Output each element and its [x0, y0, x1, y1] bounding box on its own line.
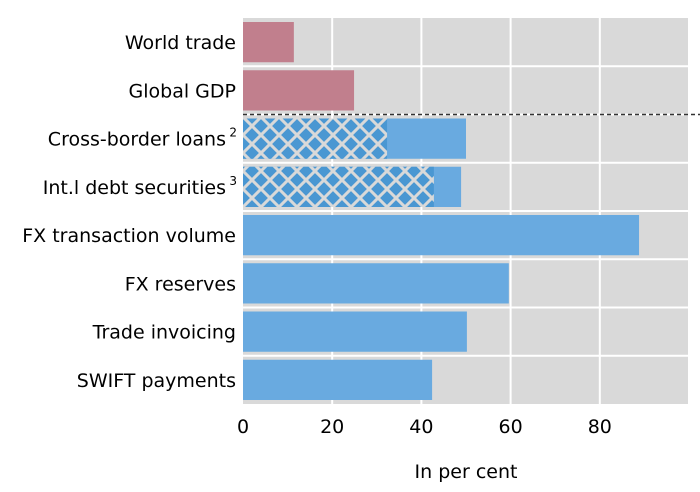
bar-swift-payments — [243, 359, 433, 400]
x-tick-label: 60 — [499, 416, 523, 438]
x-tick-label: 20 — [320, 416, 344, 438]
category-label: Cross-border loans — [48, 129, 226, 151]
bar-trade-invoicing — [243, 311, 467, 352]
x-tick-label: 40 — [409, 416, 433, 438]
category-label: FX reserves — [125, 273, 236, 295]
category-label: SWIFT payments — [77, 370, 236, 392]
bar-world-trade — [243, 22, 294, 63]
category-label: Int.l debt securities — [43, 177, 226, 199]
category-label: Trade invoicing — [92, 322, 236, 344]
bar-fx-transaction-volume — [243, 215, 640, 256]
x-tick-label: 80 — [588, 416, 612, 438]
category-label: Global GDP — [129, 80, 236, 102]
bar-hatched-cross-border-loans — [243, 118, 388, 159]
footnote-marker: 3 — [229, 174, 237, 188]
category-label: World trade — [125, 32, 236, 54]
x-tick-label: 0 — [237, 416, 249, 438]
category-label: FX transaction volume — [22, 225, 236, 247]
bar-hatched-int-l-debt-securities — [243, 166, 434, 207]
bar-fx-reserves — [243, 263, 509, 304]
bar-global-gdp — [243, 70, 355, 111]
x-axis-title: In per cent — [415, 461, 518, 483]
footnote-marker: 2 — [229, 126, 237, 140]
